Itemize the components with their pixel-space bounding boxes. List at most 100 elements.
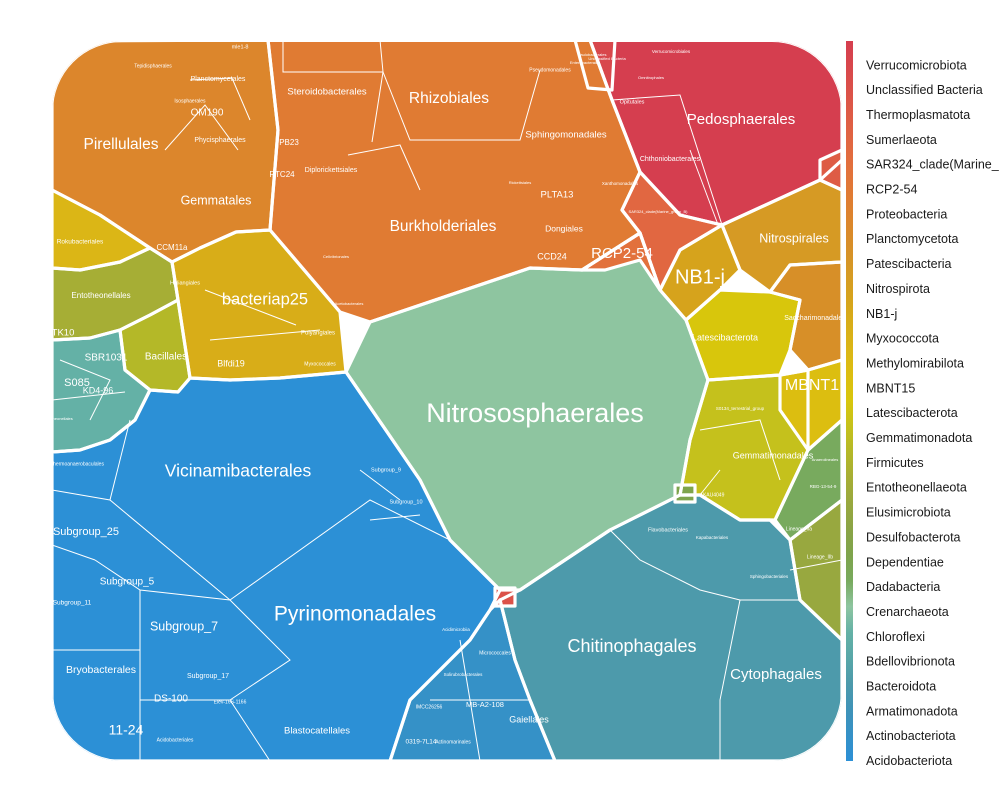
order-label-chitinophagales-3: Chitinophagales	[567, 636, 696, 656]
order-label-s085-27: S085	[64, 377, 90, 389]
order-boundary-planctomycetota-1	[189, 77, 251, 121]
legend-label-thermoplasmatota: Thermoplasmatota	[866, 108, 970, 122]
phylum-border-unclassified-bacteria	[573, 41, 617, 92]
order-label-actinomarinales-58: Actinomarinales	[435, 739, 471, 745]
order-label-omnitrophales-81: Omnitrophales	[638, 75, 664, 80]
legend-label-verrucomicrobiota: Verrucomicrobiota	[866, 58, 967, 72]
order-label-saccharimonadales-43: Saccharimonadales	[784, 315, 846, 322]
phylum-border-dependentiae	[673, 483, 697, 504]
order-boundary-acidobacteriota-10	[369, 514, 421, 521]
order-boundary-myxococcota-1	[209, 329, 321, 341]
legend-label-armatimonadota: Armatimonadota	[866, 704, 958, 718]
order-label-bacteriap25-9: bacteriap25	[222, 290, 308, 308]
order-label-pseudomonadales-72: Pseudomonadales	[529, 67, 571, 73]
order-label-ds-100-20: DS-100	[154, 694, 188, 705]
order-label-cytophagales-4: Cytophagales	[730, 666, 822, 683]
order-label-verrucomicrobiales-80: Verrucomicrobiales	[652, 49, 691, 54]
order-label-pirellulales-7: Pirellulales	[84, 136, 159, 153]
legend-label-mbnt15: MBNT15	[866, 381, 915, 395]
order-boundary-verrucomicrobiota-1	[611, 94, 723, 226]
order-label-pb23-88: PB23	[279, 138, 299, 147]
order-label-rtc24-89: RTC24	[269, 170, 295, 179]
order-label-subgroup-9-50: Subgroup_9	[371, 467, 401, 473]
order-label-acidimicrobiia-55: Acidimicrobiia	[442, 627, 470, 632]
legend-label-methylomirabilota: Methylomirabilota	[866, 356, 964, 370]
order-boundary-acidobacteriota-1	[109, 419, 131, 501]
order-boundary-proteobacteria-1	[282, 41, 541, 141]
order-boundary-gemmatimonadota-0	[699, 419, 781, 481]
order-label-myxococcales-67: Myxococcales	[304, 361, 336, 367]
order-label-cellvibrionales-70: Cellvibrionales	[323, 254, 349, 259]
legend-label-desulfobacterota: Desulfobacterota	[866, 530, 961, 544]
order-label-caulobacterales-75: Caulobacterales	[578, 52, 607, 57]
legend-label-proteobacteria: Proteobacteria	[866, 207, 947, 221]
legend-color-bar	[846, 41, 853, 761]
order-boundary-actinobacteriota-1	[430, 699, 481, 761]
order-label-rhizobiales-6: Rhizobiales	[409, 90, 489, 107]
legend-label-rcp2-54: RCP2-54	[866, 183, 917, 197]
order-boundary-myxococcota-0	[204, 289, 297, 326]
order-boundary-chloroflexi-0	[59, 359, 111, 421]
order-boundary-chloroflexi-1	[52, 391, 126, 401]
order-label-latescibacterota-30: Latescibacterota	[692, 332, 758, 342]
order-label-haliangiales-68: Haliangiales	[170, 280, 200, 286]
order-label-enterobacterales-73: Enterobacterales	[570, 60, 600, 65]
order-label-phycisphaerales-40: Phycisphaerales	[194, 137, 246, 144]
order-boundary-proteobacteria-2	[347, 144, 421, 191]
order-label-sbr1031-25: SBR1031	[85, 353, 128, 364]
order-label-subgroup-7-15: Subgroup_7	[150, 619, 218, 633]
order-label-lineage-iib-65: Lineage_IIb	[807, 554, 833, 560]
order-label-imcc26256-59: IMCC26256	[416, 704, 443, 710]
legend-label-crenarchaeota: Crenarchaeota	[866, 605, 949, 619]
order-label-subgroup-5-17: Subgroup_5	[100, 577, 155, 588]
order-boundary-bacteroidota-1	[719, 599, 741, 761]
order-label-kapabacteriales-62: Kapabacteriales	[696, 535, 729, 540]
order-label-plta13-34: PLTA13	[541, 190, 574, 201]
order-label-thermoanaerobaculales-54: Thermoanaerobaculales	[50, 461, 104, 467]
order-label-mbnt1-12: MBNT1	[785, 377, 839, 394]
order-label-gemmatimonadales-31: Gemmatimonadales	[733, 450, 814, 460]
order-label-kd4-96-26: KD4-96	[83, 385, 114, 395]
order-boundary-acidobacteriota-3	[52, 544, 96, 561]
legend-label-nb1-j: NB1-j	[866, 307, 897, 321]
phylum-borders	[52, 41, 842, 761]
order-label-micrococcales-56: Micrococcales	[479, 650, 511, 656]
legend-label-sumerlaeota: Sumerlaeota	[866, 133, 937, 147]
order-label-pedosphaerales-8: Pedosphaerales	[687, 111, 795, 128]
order-label-bryobacterales-19: Bryobacterales	[66, 664, 136, 676]
legend-label-unclassified-bacteria: Unclassified Bacteria	[866, 83, 983, 97]
order-boundary-acidobacteriota-9	[359, 469, 401, 501]
order-label-lineage-iia-64: Lineage_IIa	[786, 526, 812, 532]
legend-label-actinobacteriota: Actinobacteriota	[866, 729, 956, 743]
legend-label-latescibacterota: Latescibacterota	[866, 406, 958, 420]
legend: Verrucomicrobiota Unclassified Bacteria Th…	[846, 41, 1000, 768]
legend-label-nitrospirota: Nitrospirota	[866, 282, 930, 296]
order-labels: Nitrososphaerales Pyrinomonadales Vicinami…	[43, 44, 846, 765]
order-label-ccm11a-41: CCM11a	[157, 243, 189, 252]
order-label-rokubacteriales-47: Rokubacteriales	[57, 239, 104, 246]
order-label-subgroup-25-16: Subgroup_25	[53, 526, 119, 538]
legend-label-acidobacteriota: Acidobacteriota	[866, 754, 952, 768]
order-label-om190-38: OM190	[191, 108, 224, 119]
legend-label-chloroflexi: Chloroflexi	[866, 630, 925, 644]
order-label-bacillales-24: Bacillales	[145, 352, 187, 363]
order-label-tk10-28: TK10	[52, 328, 75, 339]
order-label-entotheonellales-83: Entotheonellales	[43, 416, 73, 421]
legend-label-firmicutes: Firmicutes	[866, 456, 924, 470]
order-boundary-bacteroidota-0	[609, 529, 741, 601]
order-label-frankiales-61: Frankiales	[486, 760, 504, 765]
order-label-ccd24-36: CCD24	[537, 251, 567, 261]
legend-label-myxococcota: Myxococcota	[866, 332, 939, 346]
order-label-rcp2-54-11: RCP2-54	[591, 245, 653, 262]
legend-label-dependentiae: Dependentiae	[866, 555, 944, 569]
legend-label-dadabacteria: Dadabacteria	[866, 580, 940, 594]
phylum-border-thermoplasmatota	[493, 586, 517, 608]
order-label-mle1-8-77: mle1-8	[232, 44, 249, 50]
order-label-pyrinomonadales-1: Pyrinomonadales	[274, 603, 436, 626]
order-label-nitrospirales-13: Nitrospirales	[759, 231, 828, 245]
order-label-gaiellales-22: Gaiellales	[509, 714, 549, 724]
order-label-tepidisphaerales-76: Tepidisphaerales	[134, 63, 172, 69]
order-label-elev-16s-1166-52: Elev-16S-1166	[214, 699, 247, 705]
legend-label-sar324-clade-marine: SAR324_clade(Marine_	[866, 158, 1000, 172]
